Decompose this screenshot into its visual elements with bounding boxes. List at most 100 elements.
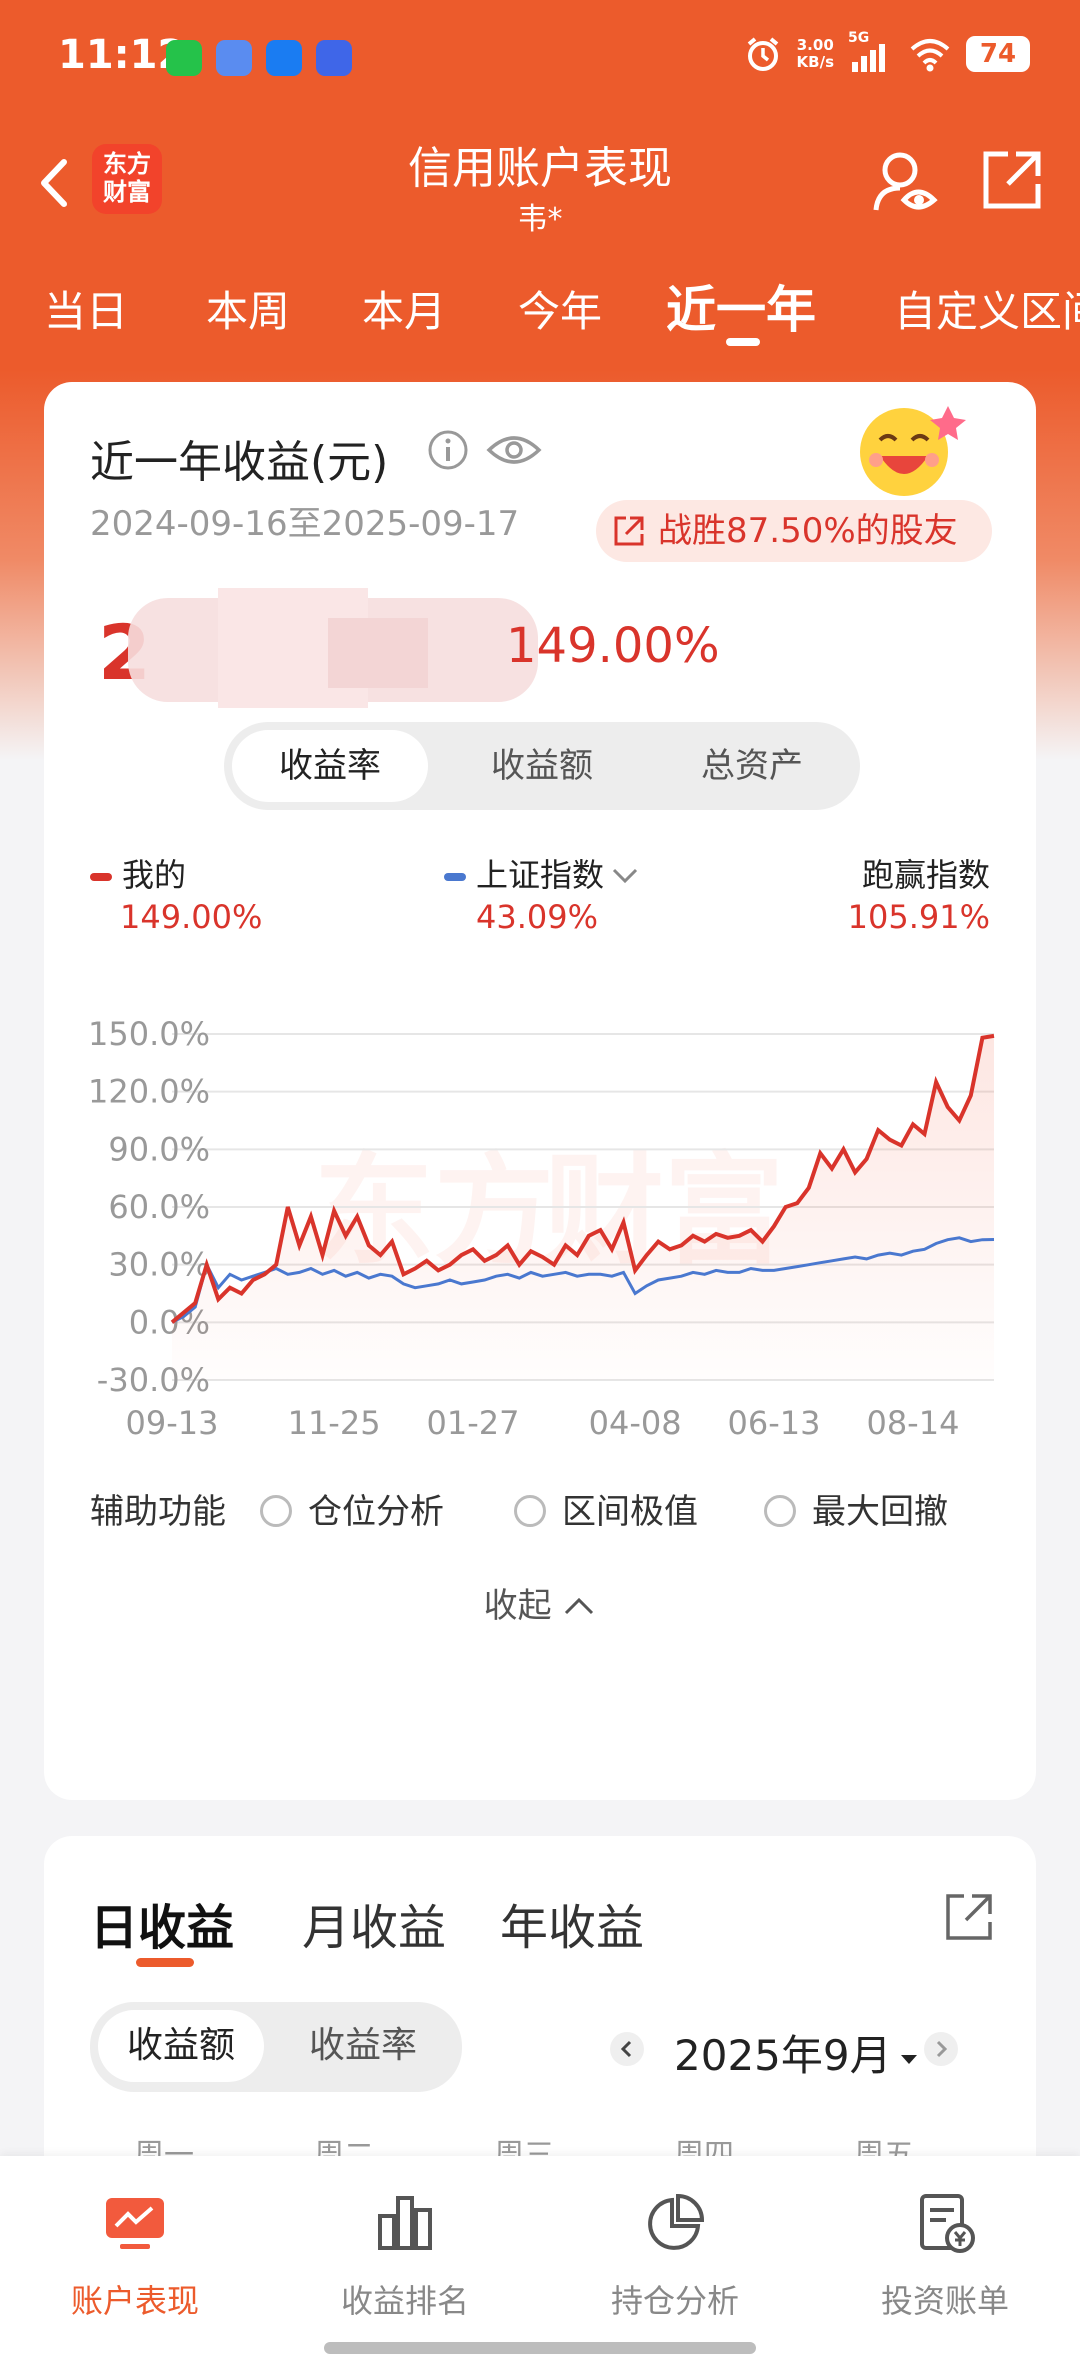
app-notification-icon: [266, 40, 302, 76]
nav-account-performance[interactable]: 账户表现: [0, 2176, 270, 2336]
brand-logo: 东方 财富: [92, 144, 162, 214]
app-notification-icon: [316, 40, 352, 76]
info-icon[interactable]: [426, 428, 470, 472]
metric-tab-amount[interactable]: 收益额: [491, 746, 593, 786]
nav-revenue-ranking[interactable]: 收益排名: [270, 2176, 540, 2336]
eye-icon[interactable]: [486, 430, 542, 470]
happy-face-icon: [860, 406, 966, 496]
signal-icon: 5G: [848, 30, 894, 72]
tab-this-week[interactable]: 本周: [206, 287, 291, 336]
metric-switch: 收益率 收益额 总资产: [224, 722, 860, 810]
wechat-notification-icon: [166, 40, 202, 76]
tab-last-year[interactable]: 近一年: [666, 281, 816, 339]
rank-badge[interactable]: 战胜87.50%的股友: [596, 500, 992, 562]
page-title: 信用账户表现: [408, 143, 672, 194]
radio-icon: [260, 1495, 292, 1527]
tab-daily-revenue[interactable]: 日收益: [90, 1900, 235, 1956]
wifi-icon: [910, 39, 950, 72]
bar-ranking-icon: [378, 2196, 432, 2250]
x-tick-label: 04-08: [589, 1404, 682, 1442]
profit-rate: 149.00%: [506, 618, 720, 674]
status-bar: 11:12 3.00 KB/s 5G 74: [0, 0, 1080, 118]
month-selector[interactable]: 2025年9月: [674, 2022, 920, 2083]
notification-icons: [166, 40, 352, 76]
profit-amount-masked: 2: [88, 588, 538, 708]
radio-icon: [764, 1495, 796, 1527]
metric-tab-rate[interactable]: 收益率: [232, 730, 428, 802]
aux-option-position[interactable]: 仓位分析: [260, 1484, 444, 1533]
legend-mine-value: 149.00%: [120, 898, 263, 936]
y-tick-label: 120.0%: [88, 1073, 210, 1111]
revenue-mode-switch: 收益额 收益率: [90, 2002, 462, 2092]
user-privacy-icon[interactable]: [870, 148, 940, 218]
summary-title: 近一年收益(元): [90, 437, 389, 488]
nav-label: 持仓分析: [610, 2282, 739, 2320]
aux-label: 辅助功能: [90, 1492, 226, 1532]
x-tick-label: 06-13: [728, 1404, 821, 1442]
nav-label: 账户表现: [70, 2282, 199, 2320]
legend-mine-swatch: [90, 873, 112, 881]
aux-option-max-drawdown[interactable]: 最大回撤: [764, 1484, 948, 1533]
legend-index[interactable]: 上证指数: [444, 850, 640, 896]
account-name: 韦*: [517, 202, 563, 237]
net-speed: 3.00 KB/s: [796, 36, 834, 71]
caret-down-icon: [900, 2055, 917, 2064]
metric-tab-total-assets[interactable]: 总资产: [701, 746, 803, 786]
battery-indicator: 74: [966, 36, 1030, 72]
nav-investment-bill[interactable]: 投资账单: [810, 2176, 1080, 2336]
mine-area-fill: [172, 1035, 994, 1380]
collapse-button[interactable]: 收起: [44, 1578, 1036, 1627]
rev-tab-indicator: [136, 1958, 194, 1967]
chevron-up-icon: [565, 1597, 594, 1615]
status-right: 3.00 KB/s 5G 74: [743, 30, 1030, 74]
share-icon[interactable]: [980, 148, 1044, 212]
prev-month-icon[interactable]: [610, 2032, 644, 2066]
export-icon[interactable]: [942, 1890, 996, 1944]
legend-beat: 跑赢指数: [861, 856, 990, 894]
tab-yearly-revenue[interactable]: 年收益: [500, 1900, 645, 1956]
x-tick-label: 09-13: [126, 1404, 219, 1442]
series-line-mine: [170, 1033, 995, 1324]
mode-tab-amount[interactable]: 收益额: [98, 2010, 264, 2082]
y-tick-label: 30.0%: [108, 1246, 210, 1284]
series-line-index: [171, 1236, 995, 1324]
radio-icon: [514, 1495, 546, 1527]
x-tick-label: 11-25: [288, 1404, 381, 1442]
nav-bar: 东方 财富 信用账户表现 韦*: [0, 118, 1080, 248]
date-range: 2024-09-16至2025-09-17: [90, 504, 520, 544]
y-tick-label: 150.0%: [88, 1015, 210, 1053]
y-tick-label: 60.0%: [108, 1188, 210, 1226]
home-indicator: [324, 2342, 756, 2354]
bottom-nav: 账户表现 收益排名 持仓分析 投资账单: [0, 2156, 1080, 2376]
tab-this-month[interactable]: 本月: [362, 287, 447, 336]
status-time: 11:12: [58, 32, 186, 78]
tab-this-year[interactable]: 今年: [518, 287, 603, 336]
nav-holding-analysis[interactable]: 持仓分析: [540, 2176, 810, 2336]
next-month-icon[interactable]: [924, 2032, 958, 2066]
legend-mine: 我的: [90, 850, 186, 896]
bill-icon: [920, 2194, 975, 2253]
return-chart[interactable]: 东方 财富 150.0%120.0%90.0%60.0%30.0%0.0%-30…: [44, 952, 1036, 1472]
performance-card: 近一年收益(元) 2024-09-16至2025-09-17 战胜87.50%的…: [44, 382, 1036, 1800]
x-tick-label: 08-14: [866, 1404, 959, 1442]
y-tick-label: 90.0%: [108, 1130, 210, 1168]
tab-today[interactable]: 当日: [44, 287, 129, 336]
x-tick-label: 01-27: [427, 1404, 520, 1442]
rank-text: 战胜87.50%的股友: [658, 511, 958, 551]
tab-custom-range[interactable]: 自定义区间: [894, 287, 1080, 336]
back-icon[interactable]: [30, 148, 80, 218]
chart-trend-icon: [106, 2198, 164, 2249]
tab-indicator: [726, 338, 760, 346]
share-small-icon: [614, 516, 644, 546]
nav-label: 收益排名: [340, 2282, 469, 2320]
tab-monthly-revenue[interactable]: 月收益: [302, 1900, 447, 1956]
pie-chart-icon: [648, 2193, 705, 2250]
period-tabs: 当日 本周 本月 今年 近一年 自定义区间: [0, 262, 1080, 352]
nav-label: 投资账单: [880, 2282, 1009, 2320]
mode-tab-rate[interactable]: 收益率: [308, 2025, 417, 2066]
legend-index-value: 43.09%: [476, 898, 599, 936]
aux-option-range-extreme[interactable]: 区间极值: [514, 1484, 698, 1533]
legend-beat-value: 105.91%: [847, 898, 990, 936]
legend-index-swatch: [444, 873, 466, 881]
chevron-down-icon: [612, 868, 638, 884]
